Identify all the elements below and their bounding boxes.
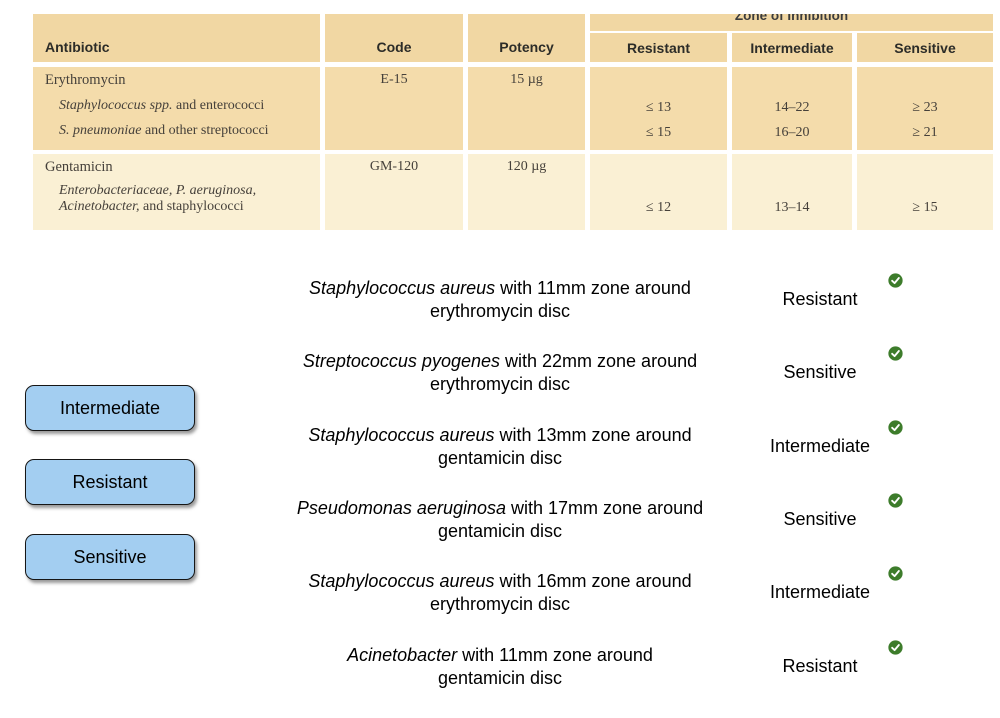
col-header-code: Code bbox=[325, 14, 463, 62]
answer-slot[interactable]: Intermediate bbox=[769, 436, 871, 456]
zone-value: ≤ 13 bbox=[645, 100, 672, 115]
erythromycin-potency-cell: 15 µg bbox=[468, 67, 585, 150]
question-text: Staphylococcus aureus with 13mm zone aro… bbox=[308, 425, 692, 468]
organism-row: S. pneumoniae and other streptococci bbox=[59, 123, 269, 138]
zone-of-inhibition-table: Zone of Inhibition Antibiotic Code Poten… bbox=[33, 14, 993, 230]
organism-row: Enterobacteriaceae, P. aeruginosa, bbox=[59, 183, 257, 198]
gentamicin-potency-cell: 120 µg bbox=[468, 154, 585, 230]
col-header-sensitive: Sensitive bbox=[857, 33, 993, 62]
question-text: Staphylococcus aureus with 11mm zone aro… bbox=[309, 278, 691, 321]
zone-value: ≤ 15 bbox=[645, 125, 672, 140]
answer-slot[interactable]: Resistant bbox=[782, 289, 858, 309]
erythromycin-intermediate-cell: 14–22 16–20 bbox=[732, 67, 852, 150]
gentamicin-resistant-cell: ≤ 12 bbox=[590, 154, 727, 230]
zone-value: ≥ 15 bbox=[912, 200, 938, 215]
drag-label-resistant[interactable]: Resistant bbox=[25, 459, 195, 505]
potency-value: 120 µg bbox=[506, 159, 547, 174]
question-text: Staphylococcus aureus with 16mm zone aro… bbox=[308, 571, 692, 614]
col-header-intermediate: Intermediate bbox=[732, 33, 852, 62]
erythromycin-resistant-cell: ≤ 13 ≤ 15 bbox=[590, 67, 727, 150]
answer-slot[interactable]: Resistant bbox=[782, 656, 858, 676]
question-row: Staphylococcus aureus with 13mm zone aro… bbox=[0, 420, 1000, 470]
code-value: GM-120 bbox=[369, 159, 419, 174]
zone-group-header-cell: Zone of Inhibition bbox=[590, 14, 993, 31]
zone-group-header: Zone of Inhibition bbox=[734, 14, 849, 23]
zone-value: ≤ 12 bbox=[645, 200, 672, 215]
col-header-potency: Potency bbox=[468, 14, 585, 62]
zone-value: 16–20 bbox=[774, 125, 810, 140]
zone-value: ≥ 23 bbox=[912, 100, 938, 115]
gentamicin-code-cell: GM-120 bbox=[325, 154, 463, 230]
answer-slot[interactable]: Sensitive bbox=[783, 362, 857, 382]
zone-value: 14–22 bbox=[774, 100, 810, 115]
question-row: Acinetobacter with 11mm zone around genta… bbox=[0, 640, 1000, 690]
erythromycin-antibiotic-cell: Erythromycin Staphylococcus spp. and ent… bbox=[33, 67, 320, 150]
organism-row: Acinetobacter, and staphylococci bbox=[59, 199, 244, 214]
correct-check-icon bbox=[888, 640, 903, 655]
antibiotic-name: Erythromycin bbox=[45, 72, 126, 88]
answer-slot[interactable]: Sensitive bbox=[783, 509, 857, 529]
col-header-resistant: Resistant bbox=[590, 33, 727, 62]
antibiotic-name: Gentamicin bbox=[45, 159, 113, 175]
erythromycin-code-cell: E-15 bbox=[325, 67, 463, 150]
drag-label-intermediate[interactable]: Intermediate bbox=[25, 385, 195, 431]
erythromycin-sensitive-cell: ≥ 23 ≥ 21 bbox=[857, 67, 993, 150]
potency-value: 15 µg bbox=[510, 72, 543, 87]
code-value: E-15 bbox=[380, 72, 408, 87]
question-row: Staphylococcus aureus with 11mm zone aro… bbox=[0, 273, 1000, 323]
organism-row: Staphylococcus spp. and enterococci bbox=[59, 98, 265, 113]
gentamicin-antibiotic-cell: Gentamicin Enterobacteriaceae, P. aerugi… bbox=[33, 154, 320, 230]
zone-value: ≥ 21 bbox=[912, 125, 938, 140]
correct-check-icon bbox=[888, 273, 903, 288]
question-text: Acinetobacter with 11mm zone around genta… bbox=[347, 645, 653, 688]
correct-check-icon bbox=[888, 493, 903, 508]
question-text: Pseudomonas aeruginosa with 17mm zone ar… bbox=[296, 498, 704, 541]
question-text: Streptococcus pyogenes with 22mm zone ar… bbox=[302, 351, 698, 394]
question-row: Pseudomonas aeruginosa with 17mm zone ar… bbox=[0, 493, 1000, 543]
correct-check-icon bbox=[888, 346, 903, 361]
question-row: Streptococcus pyogenes with 22mm zone ar… bbox=[0, 346, 1000, 396]
gentamicin-intermediate-cell: 13–14 bbox=[732, 154, 852, 230]
drag-label-sensitive[interactable]: Sensitive bbox=[25, 534, 195, 580]
col-header-antibiotic: Antibiotic bbox=[33, 14, 320, 62]
gentamicin-sensitive-cell: ≥ 15 bbox=[857, 154, 993, 230]
zone-value: 13–14 bbox=[774, 200, 810, 215]
correct-check-icon bbox=[888, 566, 903, 581]
question-row: Staphylococcus aureus with 16mm zone aro… bbox=[0, 566, 1000, 616]
answer-slot[interactable]: Intermediate bbox=[769, 582, 871, 602]
correct-check-icon bbox=[888, 420, 903, 435]
